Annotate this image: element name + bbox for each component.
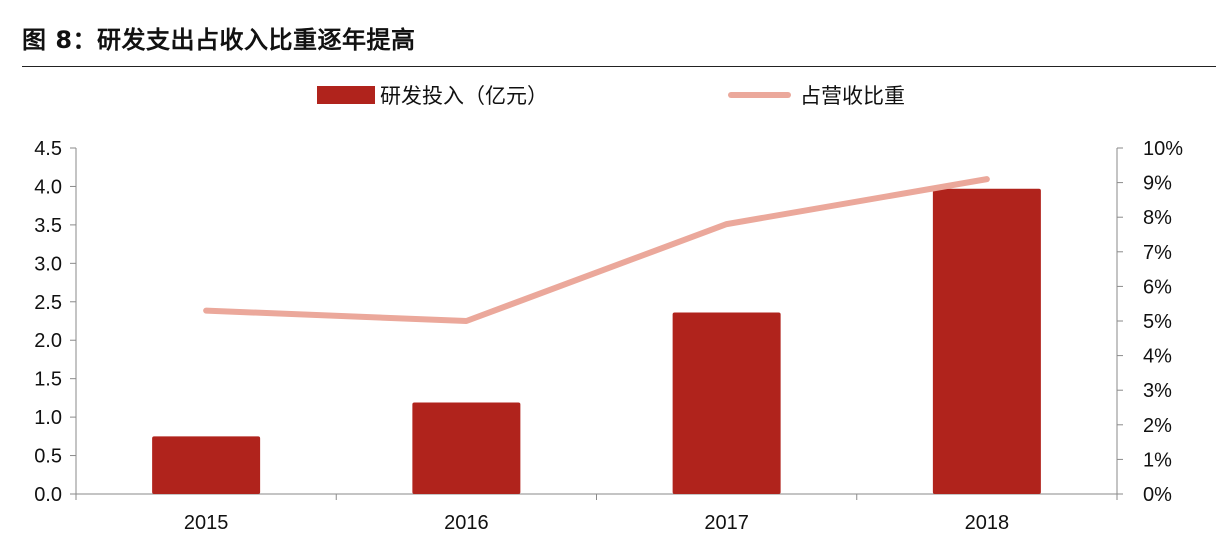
- bar: [932, 188, 1041, 495]
- y-right-tick-label: 2%: [1143, 415, 1172, 437]
- line-point: [726, 223, 728, 225]
- y-right-tick-label: 10%: [1143, 138, 1183, 160]
- axes: 0.0 0.5 1.0 1.5 2.0 2.5 3.0 3.5 4.0 4.5 0% 1% 2% 3% 4%…: [34, 138, 1183, 534]
- y-left-tick-label: 0.0: [34, 484, 62, 506]
- bar-series: [152, 188, 1041, 495]
- y-left-tick-label: 3.0: [34, 253, 62, 275]
- title-divider: [22, 66, 1216, 67]
- legend: 研发投入（亿元） 占营收比重: [317, 84, 905, 108]
- line-point: [986, 178, 988, 180]
- y-right-tick-label: 6%: [1143, 276, 1172, 298]
- y-left-tick-label: 0.5: [34, 446, 62, 468]
- y-left-tick-label: 2.5: [34, 292, 62, 314]
- legend-label-line: 占营收比重: [800, 84, 905, 108]
- x-tick-label: 2017: [704, 512, 749, 534]
- line-point: [205, 310, 207, 312]
- bar: [672, 312, 781, 494]
- bar: [152, 436, 261, 494]
- x-tick-label: 2018: [965, 512, 1010, 534]
- y-right-tick-label: 1%: [1143, 449, 1172, 471]
- x-tick-label: 2016: [444, 512, 489, 534]
- line-path: [203, 176, 990, 324]
- y-right-tick-label: 5%: [1143, 311, 1172, 333]
- y-left-tick-label: 4.0: [34, 176, 62, 198]
- y-right-tick-label: 9%: [1143, 173, 1172, 195]
- y-left-tick-label: 1.0: [34, 407, 62, 429]
- line-point: [465, 320, 467, 322]
- x-tick-label: 2015: [184, 512, 229, 534]
- y-left-tick-label: 1.5: [34, 369, 62, 391]
- y-left-tick-label: 2.0: [34, 330, 62, 352]
- y-left-tick-label: 3.5: [34, 215, 62, 237]
- legend-label-bar: 研发投入（亿元）: [380, 84, 548, 108]
- legend-swatch-bar: [317, 86, 375, 104]
- figure-title: 图 8：研发支出占收入比重逐年提高: [22, 26, 416, 54]
- y-right-tick-label: 3%: [1143, 380, 1172, 402]
- y-right-tick-label: 8%: [1143, 207, 1172, 229]
- bar: [412, 402, 521, 494]
- y-right-tick-label: 0%: [1143, 484, 1172, 506]
- y-right-tick-label: 7%: [1143, 242, 1172, 264]
- y-left-tick-label: 4.5: [34, 138, 62, 160]
- line-series: [203, 176, 990, 324]
- y-right-tick-label: 4%: [1143, 346, 1172, 368]
